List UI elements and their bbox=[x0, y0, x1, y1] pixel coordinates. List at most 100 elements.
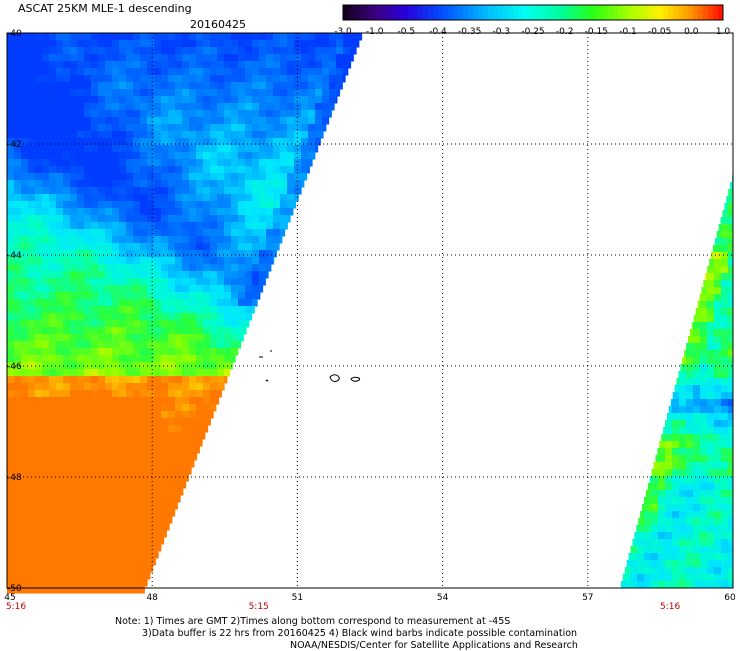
swath-cell bbox=[203, 82, 211, 90]
swath-cell bbox=[91, 488, 99, 496]
swath-cell bbox=[56, 96, 64, 104]
swath-cell bbox=[707, 504, 715, 512]
swath-cell bbox=[210, 159, 218, 167]
swath-cell bbox=[182, 348, 190, 356]
swath-cell bbox=[133, 523, 141, 531]
latitude-label: -46 bbox=[7, 362, 22, 372]
swath-cell bbox=[133, 180, 141, 188]
swath-cell bbox=[728, 532, 734, 540]
swath-cell bbox=[35, 523, 43, 531]
swath-cell bbox=[84, 537, 92, 545]
swath-cell bbox=[56, 250, 64, 258]
swath-cell bbox=[63, 61, 71, 69]
swath-cell bbox=[301, 54, 309, 62]
swath-cell bbox=[175, 117, 183, 125]
swath-cell bbox=[77, 201, 85, 209]
swath-cell bbox=[714, 364, 722, 372]
swath-cell bbox=[28, 425, 36, 433]
swath-cell bbox=[651, 469, 659, 477]
swath-cell bbox=[70, 411, 78, 419]
swath-cell bbox=[119, 124, 127, 132]
swath-cell bbox=[189, 145, 197, 153]
swath-cell bbox=[168, 82, 176, 90]
swath-cell bbox=[266, 33, 274, 41]
swath-cell bbox=[140, 341, 148, 349]
swath-cell bbox=[126, 355, 134, 363]
swath-cell bbox=[658, 462, 666, 470]
swath-cell bbox=[189, 33, 197, 41]
swath-cell bbox=[112, 264, 120, 272]
swath-cell bbox=[14, 75, 22, 83]
swath-cell bbox=[91, 383, 99, 391]
swath-cell bbox=[287, 40, 295, 48]
swath-cell bbox=[700, 308, 708, 316]
swath-cell bbox=[84, 145, 92, 153]
swath-cell bbox=[679, 511, 687, 519]
swath-cell bbox=[238, 285, 246, 293]
swath-cell bbox=[217, 61, 225, 69]
swath-cell bbox=[154, 75, 162, 83]
island-outline bbox=[265, 379, 269, 382]
swath-cell bbox=[91, 159, 99, 167]
swath-cell bbox=[147, 516, 155, 524]
swath-cell bbox=[49, 117, 57, 125]
swath-cell bbox=[714, 476, 722, 484]
swath-cell bbox=[273, 201, 281, 209]
swath-cell bbox=[266, 264, 272, 272]
swath-cell bbox=[245, 40, 253, 48]
swath-cell bbox=[168, 68, 176, 76]
swath-cell bbox=[196, 306, 204, 314]
swath-cell bbox=[42, 397, 50, 405]
swath-cell bbox=[259, 145, 267, 153]
swath-cell bbox=[49, 82, 57, 90]
swath-cell bbox=[175, 481, 183, 489]
swath-cell bbox=[14, 271, 22, 279]
swath-cell bbox=[161, 257, 169, 265]
swath-cell bbox=[77, 425, 85, 433]
swath-cell bbox=[84, 215, 92, 223]
swath-cell bbox=[91, 551, 99, 559]
swath-cell bbox=[105, 334, 113, 342]
swath-cell bbox=[266, 103, 274, 111]
swath-cell bbox=[665, 427, 673, 435]
swath-cell bbox=[133, 516, 141, 524]
swath-cell bbox=[112, 327, 120, 335]
swath-cell bbox=[700, 462, 708, 470]
swath-cell bbox=[77, 320, 85, 328]
swath-cell bbox=[70, 439, 78, 447]
swath-cell bbox=[49, 271, 57, 279]
swath-cell bbox=[196, 68, 204, 76]
swath-cell bbox=[266, 131, 274, 139]
swath-cell bbox=[196, 124, 204, 132]
swath-cell bbox=[707, 294, 715, 302]
swath-cell bbox=[126, 495, 134, 503]
swath-cell bbox=[672, 567, 680, 575]
swath-cell bbox=[42, 523, 50, 531]
swath-cell bbox=[42, 75, 50, 83]
swath-cell bbox=[42, 474, 50, 482]
swath-cell bbox=[636, 525, 638, 533]
swath-cell bbox=[721, 476, 729, 484]
swath-cell bbox=[161, 222, 169, 230]
swath-cell bbox=[210, 61, 218, 69]
swath-cell bbox=[126, 327, 134, 335]
swath-cell bbox=[21, 313, 29, 321]
colorbar-swatch bbox=[668, 5, 674, 20]
swath-cell bbox=[679, 546, 687, 554]
swath-cell bbox=[147, 117, 155, 125]
swath-cell bbox=[714, 287, 722, 295]
swath-cell bbox=[686, 532, 694, 540]
swath-cell bbox=[14, 33, 22, 41]
swath-cell bbox=[175, 278, 183, 286]
swath-cell bbox=[266, 194, 274, 202]
swath-cell bbox=[98, 327, 106, 335]
swath-cell bbox=[287, 96, 295, 104]
swath-cell bbox=[182, 229, 190, 237]
swath-cell bbox=[63, 467, 71, 475]
swath-cell bbox=[77, 82, 85, 90]
swath-cell bbox=[7, 474, 15, 482]
swath-cell bbox=[35, 89, 43, 97]
swath-cell bbox=[210, 236, 218, 244]
swath-cell bbox=[63, 495, 71, 503]
swath-cell bbox=[196, 180, 204, 188]
